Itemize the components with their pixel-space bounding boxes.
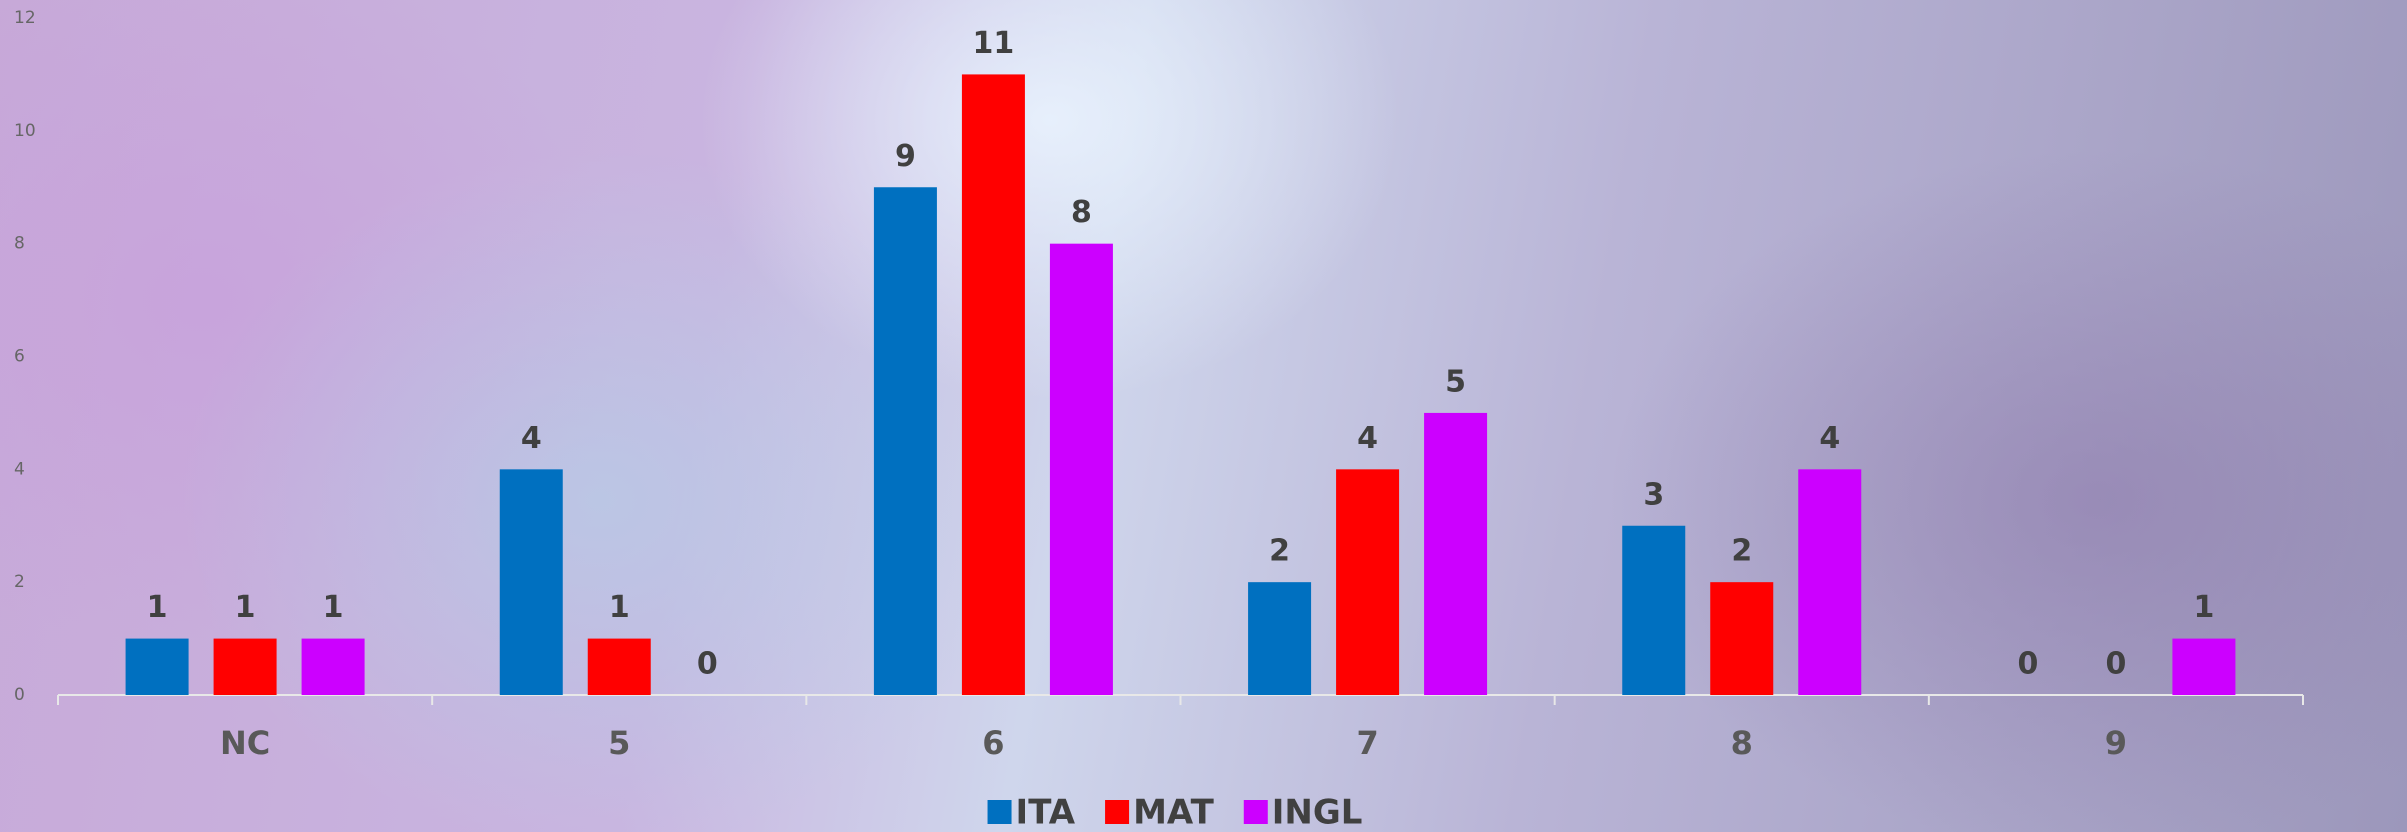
y-tick-label: 0 xyxy=(14,685,25,705)
data-label: 4 xyxy=(1357,421,1378,456)
bar xyxy=(1622,525,1686,695)
y-tick-label: 10 xyxy=(14,121,36,141)
bar xyxy=(499,469,563,695)
bar xyxy=(587,638,651,695)
x-tick-label: 6 xyxy=(982,724,1004,762)
data-label: 11 xyxy=(973,26,1015,61)
x-tick-label: 8 xyxy=(1731,724,1753,762)
y-tick-label: 8 xyxy=(14,234,25,254)
legend-swatch xyxy=(1243,800,1268,824)
data-label: 0 xyxy=(2105,647,2126,682)
data-label: 0 xyxy=(2017,647,2038,682)
data-label: 2 xyxy=(1731,534,1752,569)
bar xyxy=(1798,469,1862,695)
bar xyxy=(1336,469,1400,695)
legend-label: MAT xyxy=(1133,793,1215,832)
bar xyxy=(125,638,189,695)
data-label: 1 xyxy=(609,590,630,625)
legend-swatch xyxy=(987,800,1012,824)
data-label: 1 xyxy=(2193,590,2214,625)
x-tick-label: 9 xyxy=(2105,724,2127,762)
bar xyxy=(1424,412,1488,695)
data-label: 3 xyxy=(1643,477,1664,512)
y-tick-label: 4 xyxy=(14,459,25,479)
data-label: 1 xyxy=(147,590,168,625)
y-tick-label: 12 xyxy=(14,8,36,28)
data-label: 5 xyxy=(1445,364,1466,399)
x-tick-label: 7 xyxy=(1356,724,1378,762)
y-tick-label: 2 xyxy=(14,572,25,592)
bar xyxy=(1710,582,1774,695)
legend-label: ITA xyxy=(1016,793,1076,832)
bar xyxy=(1049,243,1113,695)
data-label: 9 xyxy=(895,139,916,174)
data-label: 2 xyxy=(1269,534,1290,569)
x-tick-label: NC xyxy=(220,724,270,762)
bar xyxy=(2172,638,2236,695)
legend-swatch xyxy=(1105,800,1130,824)
data-label: 1 xyxy=(323,590,344,625)
data-label: 4 xyxy=(521,421,542,456)
bar xyxy=(1248,582,1312,695)
y-tick-label: 6 xyxy=(14,347,25,367)
bar xyxy=(213,638,277,695)
x-tick-label: 5 xyxy=(608,724,630,762)
data-label: 8 xyxy=(1071,195,1092,230)
legend: ITA MAT INGL xyxy=(987,793,1363,832)
bar xyxy=(301,638,365,695)
bar xyxy=(873,187,937,695)
bar xyxy=(961,74,1025,695)
legend-label: INGL xyxy=(1272,793,1363,832)
data-label: 0 xyxy=(697,647,718,682)
data-label: 1 xyxy=(235,590,256,625)
data-label: 4 xyxy=(1819,421,1840,456)
